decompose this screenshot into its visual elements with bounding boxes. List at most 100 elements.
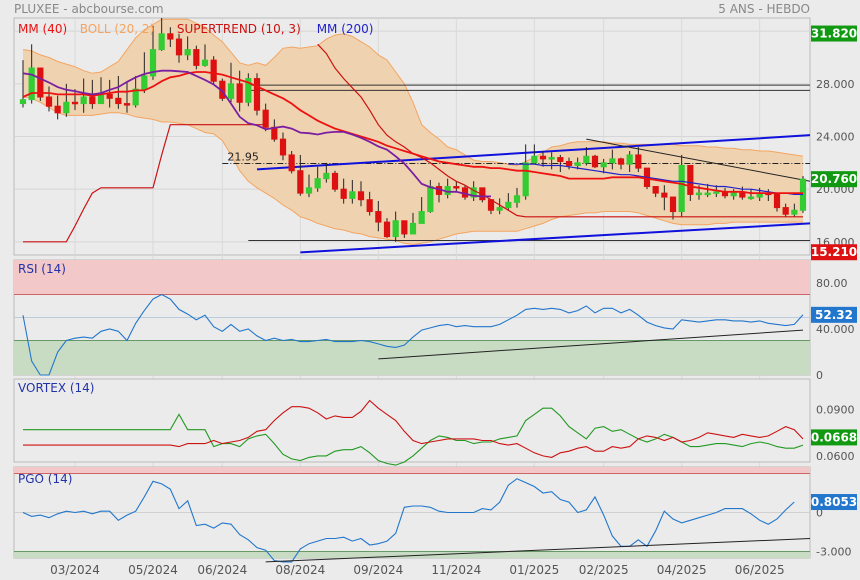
pgo-high-zone bbox=[14, 467, 810, 474]
candle-body bbox=[730, 192, 737, 197]
vortex-negative-line bbox=[23, 399, 804, 458]
candle-body bbox=[791, 209, 798, 215]
channel-lower-trendline bbox=[300, 222, 811, 254]
candle-body bbox=[470, 187, 477, 198]
candle-body bbox=[418, 211, 425, 224]
rsi-value-tag-bg bbox=[811, 306, 857, 323]
price-tag-1: 20.760 bbox=[811, 172, 857, 186]
candle-body bbox=[574, 162, 581, 166]
candle-body bbox=[297, 170, 304, 194]
candle-body bbox=[331, 172, 339, 190]
candle-body bbox=[600, 162, 607, 168]
time-axis-label: 03/2024 bbox=[50, 563, 100, 577]
candle-body bbox=[106, 93, 113, 99]
candle-body bbox=[375, 211, 382, 223]
candle-body bbox=[141, 75, 148, 90]
candle-body bbox=[739, 192, 746, 198]
vortex-tick-label: 0.0900 bbox=[816, 404, 855, 417]
price-tick-label: 24.000 bbox=[816, 131, 855, 144]
candle-body bbox=[132, 88, 139, 106]
candle-body bbox=[557, 157, 564, 163]
supertrend-line bbox=[23, 43, 803, 243]
vortex-panel bbox=[13, 378, 811, 463]
candle-body bbox=[539, 155, 547, 160]
rsi-tick-label: 0 bbox=[816, 369, 823, 382]
rsi-trendline bbox=[378, 329, 804, 360]
candle-body bbox=[583, 155, 590, 164]
candle-body bbox=[453, 186, 460, 189]
vortex-title: VORTEX (14) bbox=[18, 381, 95, 395]
candle-body bbox=[158, 33, 165, 51]
candle-body bbox=[548, 157, 555, 160]
candle-body bbox=[123, 103, 131, 106]
candle-body bbox=[288, 154, 295, 172]
candle-body bbox=[669, 196, 677, 213]
candle-body bbox=[505, 201, 512, 209]
time-axis-label: 05/2024 bbox=[128, 563, 178, 577]
price-tick-label: 28.000 bbox=[816, 78, 855, 91]
candle-body bbox=[323, 172, 330, 180]
candle-body bbox=[383, 221, 391, 238]
legend-item-1: BOLL (20, 2) bbox=[80, 22, 155, 36]
candle-body bbox=[704, 192, 711, 196]
rsi-title: RSI (14) bbox=[18, 262, 66, 276]
time-axis-label: 01/2025 bbox=[509, 563, 559, 577]
candle-body bbox=[652, 186, 659, 194]
candle-body bbox=[713, 191, 720, 194]
rsi-line bbox=[22, 293, 804, 376]
pgo-tick-label: 0 bbox=[816, 507, 823, 520]
channel-upper-trendline bbox=[256, 134, 811, 171]
candle-body bbox=[565, 161, 573, 166]
candle-body bbox=[54, 105, 61, 114]
candle-body bbox=[227, 83, 235, 99]
candle-body bbox=[19, 99, 27, 105]
candle-body bbox=[626, 154, 633, 165]
pgo-line bbox=[22, 478, 795, 563]
vortex-value-tag-bg bbox=[811, 429, 857, 446]
candle-body bbox=[695, 192, 703, 196]
candle-body bbox=[522, 162, 529, 197]
pgo-tick-label: -3.000 bbox=[816, 546, 851, 559]
candle-body bbox=[262, 109, 269, 128]
pgo-title: PGO (14) bbox=[18, 472, 72, 486]
candle-body bbox=[591, 155, 599, 168]
legend-item-2: SUPERTREND (10, 3) bbox=[177, 22, 301, 36]
candle-body bbox=[37, 67, 44, 98]
candle-body bbox=[305, 187, 313, 194]
price-tag-2-bg bbox=[811, 244, 857, 261]
bollinger-lower-line bbox=[22, 96, 803, 246]
candle-body bbox=[427, 186, 434, 213]
candle-body bbox=[184, 49, 191, 56]
candle-body bbox=[115, 97, 122, 105]
candle-body bbox=[409, 222, 417, 235]
pgo-low-zone bbox=[14, 551, 810, 558]
candle-body bbox=[357, 191, 365, 201]
candle-body bbox=[617, 158, 625, 165]
rsi-oversold-zone bbox=[14, 340, 810, 375]
candle-body bbox=[201, 59, 209, 66]
mm40-line bbox=[22, 71, 803, 194]
period-label: 5 ANS - HEBDO bbox=[718, 2, 810, 16]
candle-body bbox=[635, 154, 642, 169]
legend-item-0: MM (40) bbox=[18, 22, 67, 36]
vortex-tick-label: 0.0600 bbox=[816, 450, 855, 463]
pgo-value-tag-bg bbox=[811, 494, 857, 511]
candle-body bbox=[773, 193, 781, 209]
candle-body bbox=[97, 93, 105, 105]
candle-body bbox=[167, 33, 174, 40]
candle-body bbox=[80, 96, 87, 105]
pgo-value-tag: 0.8053 bbox=[811, 495, 857, 509]
candle-body bbox=[45, 96, 53, 107]
price-tag-0-bg bbox=[811, 25, 857, 42]
candle-body bbox=[314, 178, 321, 189]
candle-body bbox=[253, 78, 261, 111]
rsi-tick-label: 80.00 bbox=[816, 277, 848, 290]
rsi-tick-label: 40.000 bbox=[816, 323, 855, 336]
candle-body bbox=[687, 164, 694, 195]
candle-body bbox=[279, 138, 287, 156]
candle-body bbox=[349, 191, 356, 199]
rsi-value-tag: 52.32 bbox=[815, 308, 853, 322]
time-axis-label: 06/2024 bbox=[197, 563, 247, 577]
candle-body bbox=[175, 38, 183, 56]
